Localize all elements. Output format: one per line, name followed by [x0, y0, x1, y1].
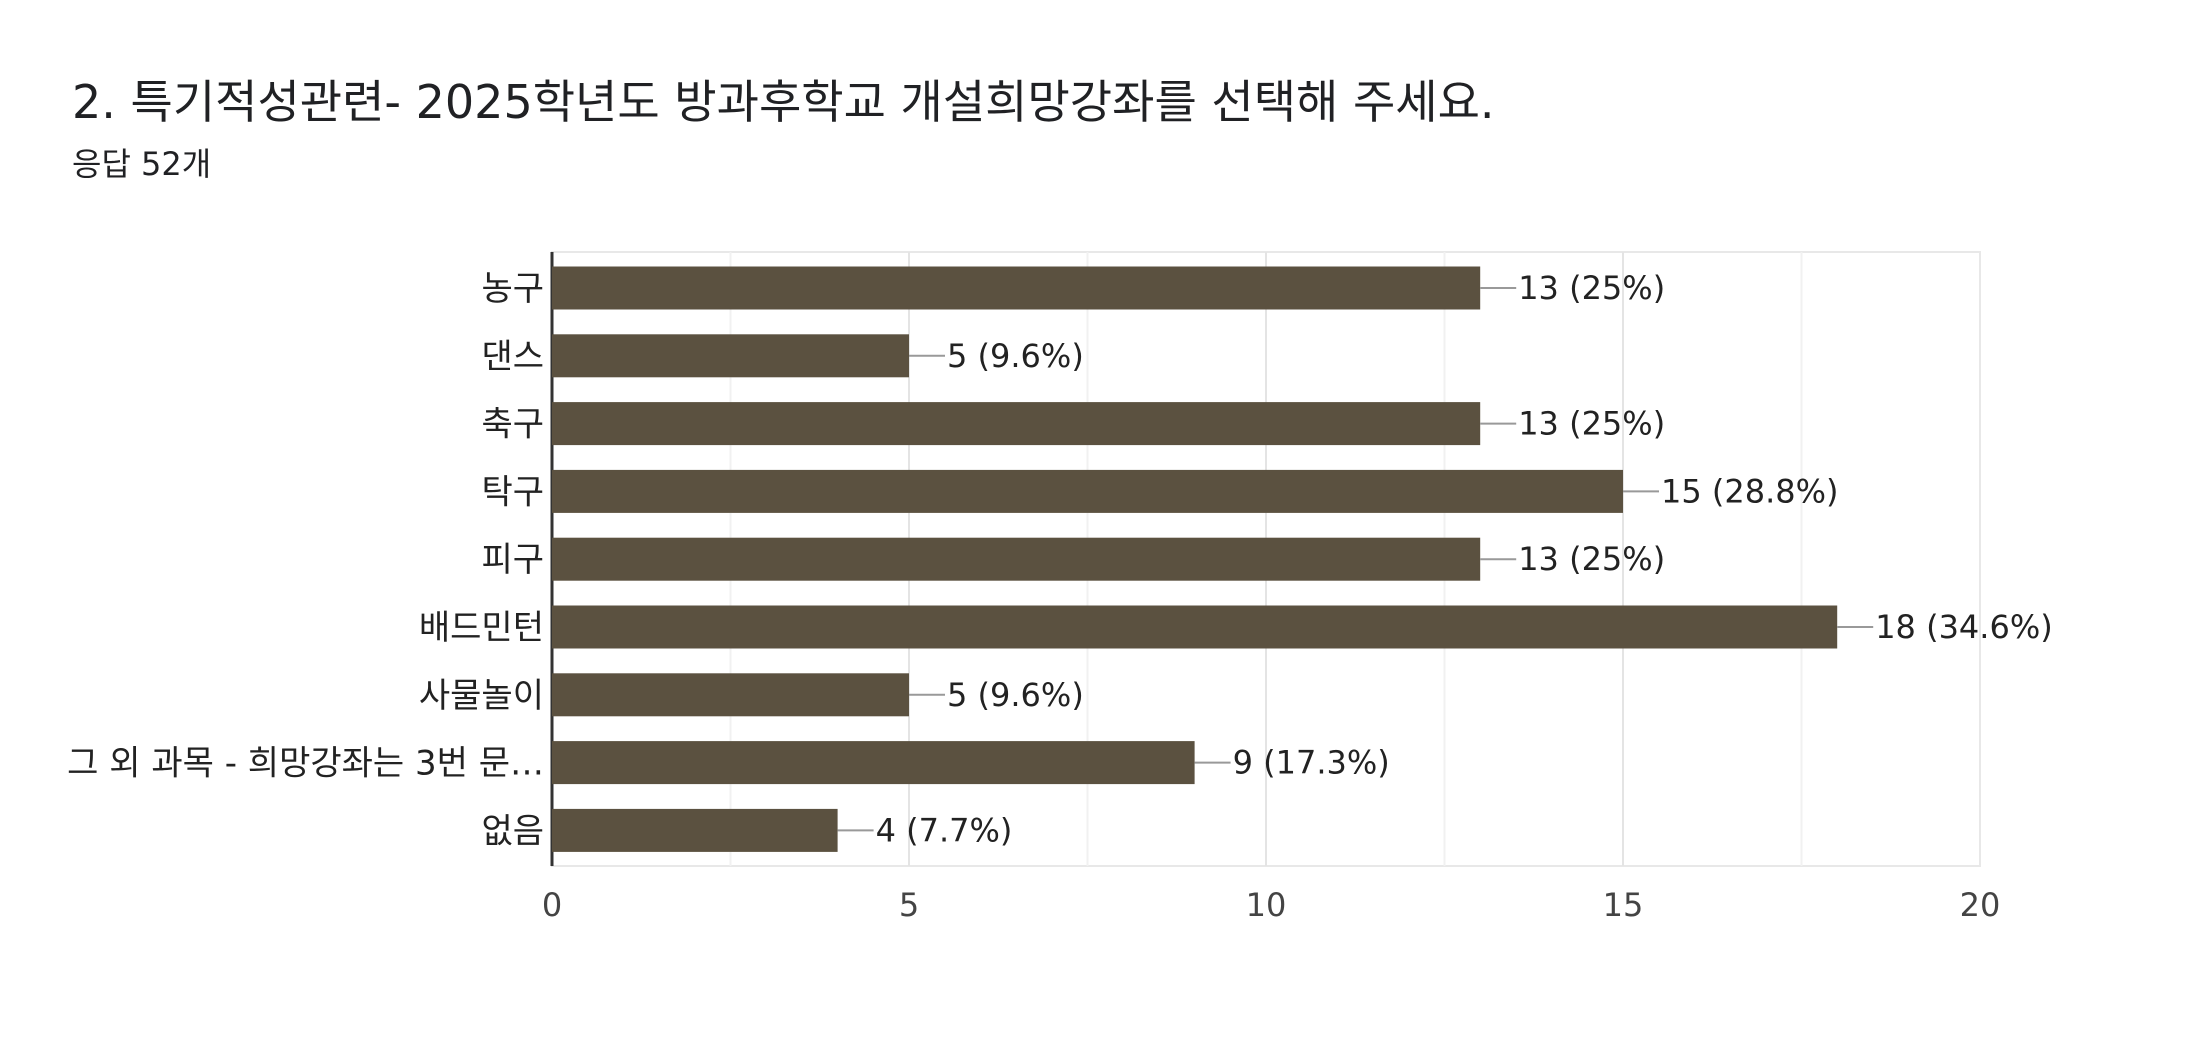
category-label: 그 외 과목 - 희망강좌는 3번 문…: [67, 744, 544, 784]
category-label: 사물놀이: [419, 676, 544, 716]
x-tick-label: 20: [1960, 886, 2001, 924]
bar: [552, 266, 1481, 310]
data-label: 13 (25%): [1518, 540, 1665, 578]
bar: [552, 402, 1481, 446]
category-label: 배드민턴: [419, 608, 544, 648]
bar: [552, 673, 909, 717]
data-label: 5 (9.6%): [947, 676, 1084, 714]
data-label: 9 (17.3%): [1233, 744, 1390, 782]
category-label: 피구: [481, 540, 544, 580]
question-title: 2. 특기적성관련- 2025학년도 방과후학교 개설희망강좌를 선택해 주세요…: [72, 75, 1495, 129]
x-tick-label: 10: [1246, 886, 1287, 924]
response-count: 응답 52개: [72, 145, 212, 183]
data-label: 5 (9.6%): [947, 337, 1084, 375]
category-label: 댄스: [481, 337, 544, 377]
bar: [552, 808, 838, 852]
bar: [552, 469, 1623, 513]
bar: [552, 741, 1195, 785]
data-label: 18 (34.6%): [1875, 608, 2053, 646]
category-label: 없음: [481, 811, 544, 851]
x-tick-label: 0: [542, 886, 562, 924]
category-label: 축구: [481, 405, 544, 445]
x-tick-label: 5: [899, 886, 919, 924]
bar: [552, 334, 909, 378]
category-label: 탁구: [481, 472, 544, 512]
bar: [552, 537, 1481, 581]
data-label: 13 (25%): [1518, 269, 1665, 307]
data-label: 4 (7.7%): [876, 811, 1013, 849]
x-tick-label: 15: [1603, 886, 1644, 924]
bar: [552, 605, 1838, 649]
data-label: 15 (28.8%): [1661, 472, 1839, 510]
category-label: 농구: [481, 269, 544, 309]
data-label: 13 (25%): [1518, 405, 1665, 443]
